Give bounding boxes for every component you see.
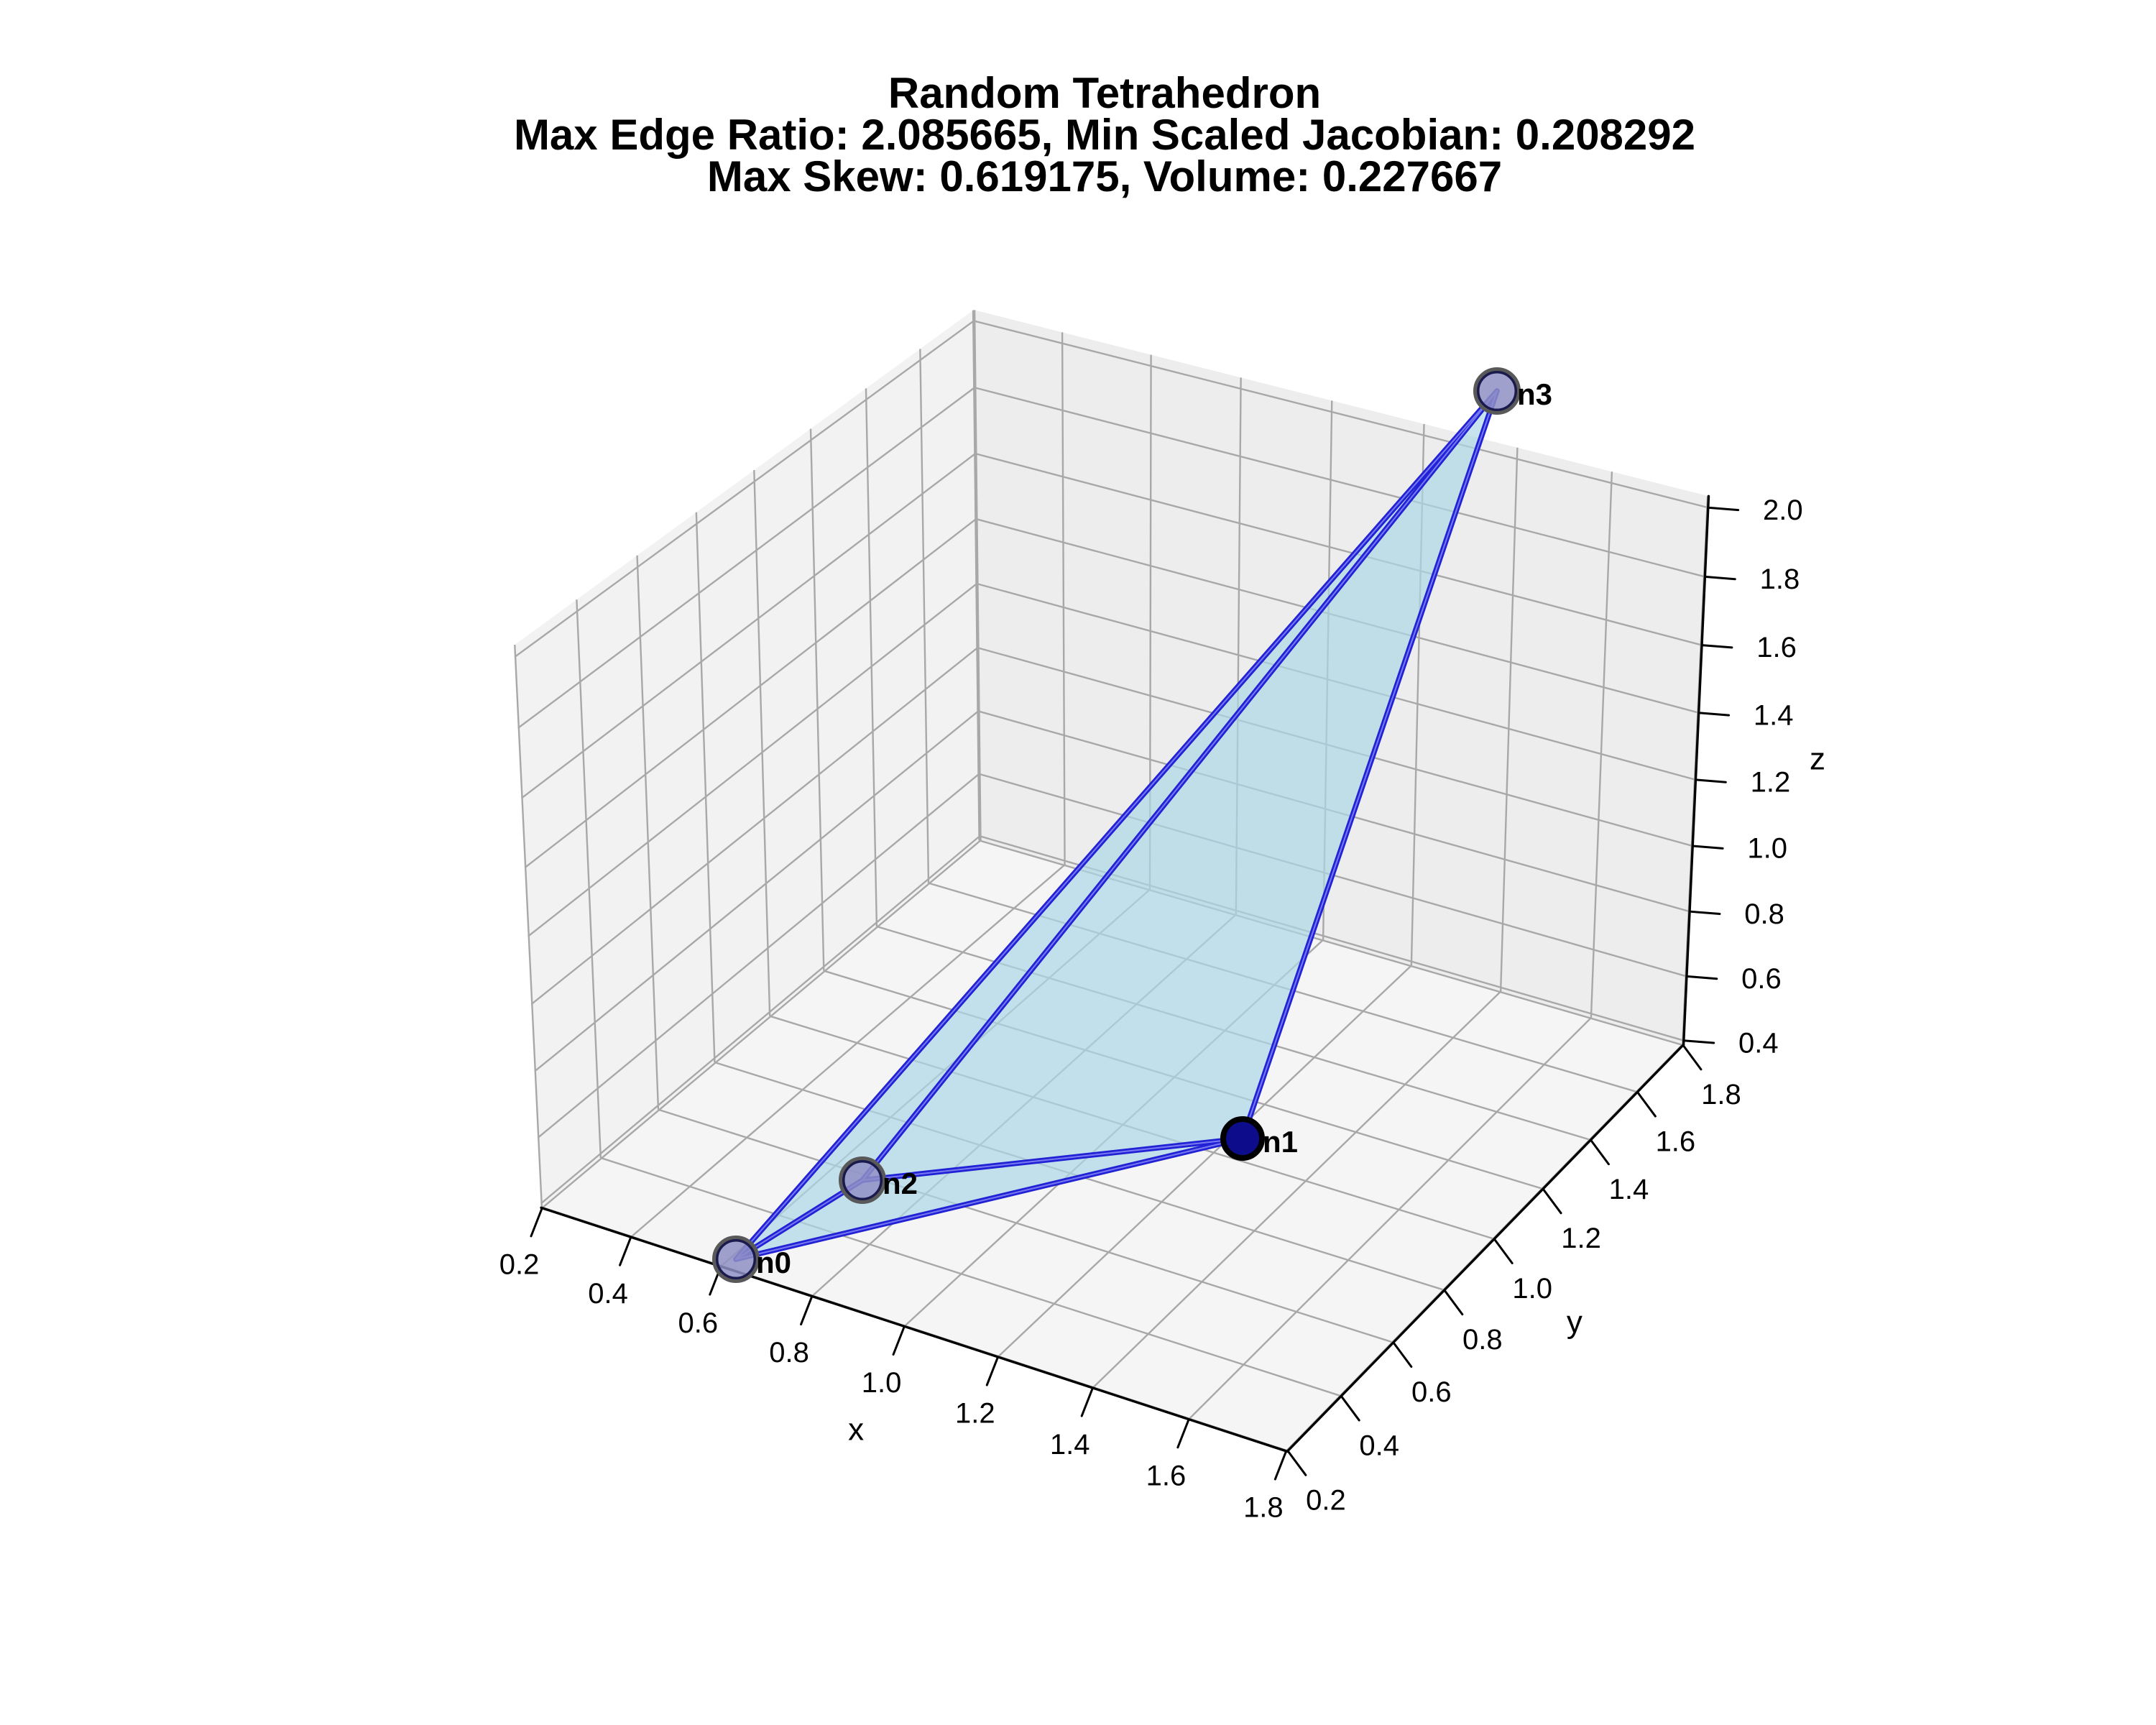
svg-text:0.2: 0.2	[1306, 1485, 1346, 1517]
svg-text:n1: n1	[1263, 1125, 1298, 1159]
svg-text:1.0: 1.0	[1512, 1273, 1552, 1305]
svg-text:0.4: 0.4	[1738, 1027, 1779, 1059]
svg-text:1.0: 1.0	[862, 1367, 902, 1399]
svg-text:1.8: 1.8	[1760, 564, 1800, 595]
svg-text:z: z	[1810, 741, 1825, 776]
svg-text:1.4: 1.4	[1609, 1174, 1649, 1205]
svg-text:Max Skew: 0.619175, Volume: 0.: Max Skew: 0.619175, Volume: 0.227667	[707, 152, 1502, 201]
svg-text:0.2: 0.2	[499, 1249, 540, 1281]
svg-text:y: y	[1567, 1305, 1583, 1340]
svg-text:0.8: 0.8	[1744, 898, 1784, 930]
svg-text:0.6: 0.6	[1411, 1376, 1452, 1408]
svg-text:1.0: 1.0	[1747, 833, 1787, 865]
svg-text:1.4: 1.4	[1050, 1429, 1090, 1460]
svg-text:0.6: 0.6	[678, 1307, 718, 1339]
svg-text:n0: n0	[756, 1246, 791, 1279]
svg-text:1.2: 1.2	[955, 1398, 995, 1430]
svg-text:1.2: 1.2	[1751, 767, 1791, 799]
svg-text:0.4: 0.4	[1359, 1430, 1399, 1461]
svg-text:0.4: 0.4	[588, 1278, 628, 1310]
svg-text:n2: n2	[883, 1167, 918, 1200]
svg-text:Random Tetrahedron: Random Tetrahedron	[888, 69, 1321, 117]
svg-text:1.4: 1.4	[1754, 699, 1794, 731]
svg-text:1.6: 1.6	[1656, 1126, 1696, 1157]
svg-text:0.6: 0.6	[1741, 963, 1782, 995]
svg-text:Max Edge Ratio: 2.085665, Min: Max Edge Ratio: 2.085665, Min Scaled Jac…	[514, 111, 1695, 159]
svg-text:x: x	[848, 1412, 864, 1447]
svg-text:n3: n3	[1517, 377, 1552, 411]
svg-text:0.8: 0.8	[769, 1337, 809, 1368]
svg-text:1.6: 1.6	[1756, 632, 1797, 663]
svg-text:1.8: 1.8	[1701, 1079, 1741, 1110]
svg-text:2.0: 2.0	[1763, 494, 1803, 526]
svg-text:1.8: 1.8	[1243, 1492, 1284, 1524]
svg-text:0.8: 0.8	[1462, 1324, 1503, 1356]
svg-text:1.2: 1.2	[1561, 1223, 1601, 1254]
svg-text:1.6: 1.6	[1146, 1460, 1187, 1491]
